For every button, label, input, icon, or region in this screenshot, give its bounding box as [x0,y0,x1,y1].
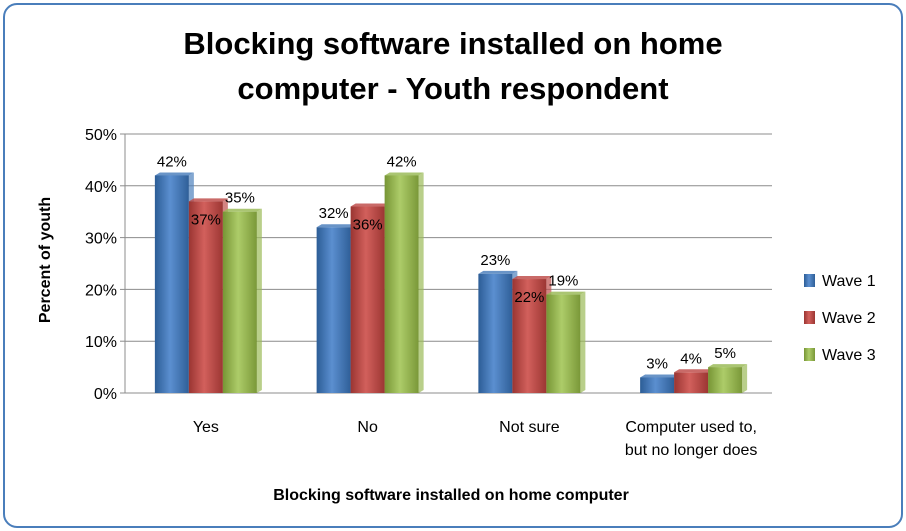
data-label: 22% [514,289,544,306]
bar [512,279,547,393]
data-label: 42% [387,153,417,170]
bar [316,227,351,393]
bar-top [154,172,194,176]
bar [708,367,743,393]
bar-top [316,224,356,228]
x-category-label: but no longer does [625,442,758,459]
bar [188,201,223,393]
bar-top [222,208,262,212]
data-label: 23% [480,252,510,269]
y-axis-title: Percent of youth [37,197,54,323]
bar [350,206,385,393]
y-tick-label: 0% [94,386,117,403]
data-label: 5% [714,345,736,362]
x-axis-categories: Yes No Not sure Computer used to, but no lon… [193,419,758,459]
data-label: 42% [157,153,187,170]
bar [154,175,189,393]
bar-top [546,291,586,295]
data-label: 35% [225,190,255,207]
bar-top [674,369,714,373]
data-label: 37% [191,211,221,228]
y-tick-label: 10% [85,334,117,351]
chart-title-line-2: computer - Youth respondent [237,71,669,106]
legend-swatch [804,311,815,324]
bar-top [188,198,228,202]
bar [640,377,675,393]
bar [546,294,581,393]
data-label: 19% [548,273,578,290]
bar-top [350,203,390,207]
bar-top [478,270,518,274]
y-tick-label: 50% [85,127,117,144]
data-label: 3% [646,355,668,372]
bar-side [256,208,262,393]
x-category-label: No [357,419,378,436]
y-axis-ticks: 0% 10% 20% 30% 40% 50% [85,127,117,403]
y-tick-label: 20% [85,282,117,299]
bar-side [580,291,586,393]
legend: Wave 1 Wave 2 Wave 3 [804,273,876,364]
bar [674,372,709,393]
legend-label: Wave 2 [822,310,876,327]
x-category-label: Computer used to, [625,419,757,436]
y-tick-label: 40% [85,179,117,196]
bar [478,273,513,393]
bar-top [640,374,680,378]
bar [222,211,257,393]
data-label: 32% [319,205,349,222]
x-category-label: Not sure [499,419,560,436]
y-tick-label: 30% [85,231,117,248]
data-labels: 42% 37%35% 32%36% 42% 23% 22%19% 3% 4% 5% [157,153,736,372]
data-label: 4% [680,350,702,367]
legend-label: Wave 1 [822,273,876,290]
bar [384,175,419,393]
bars [154,172,748,393]
x-axis-title: Blocking software installed on home comp… [273,487,629,504]
legend-swatch [804,348,815,361]
bar-side [742,364,748,393]
bar-top [384,172,424,176]
x-category-label: Yes [193,419,219,436]
legend-swatch [804,274,815,287]
chart-frame [3,3,903,528]
bar-side [418,172,424,393]
chart-title-line-1: Blocking software installed on home [183,26,723,61]
legend-label: Wave 3 [822,347,876,364]
bar-top [708,364,748,368]
data-label: 36% [353,217,383,234]
bar-top [512,276,552,280]
